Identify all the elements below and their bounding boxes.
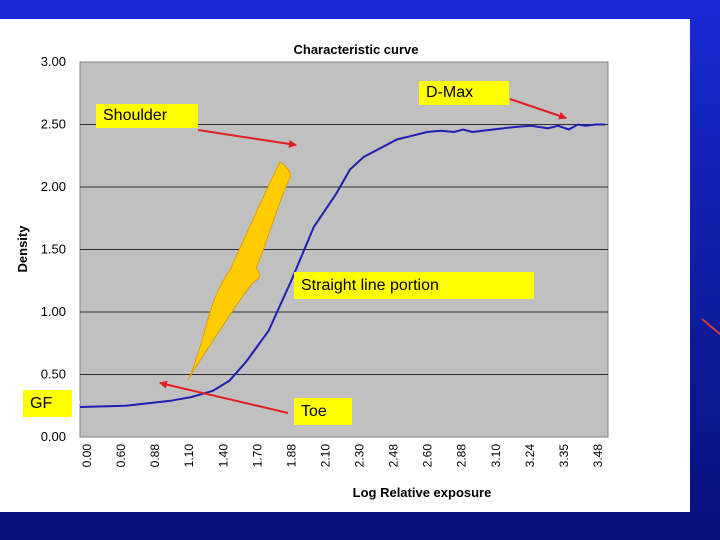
annotation-dmax: D-Max [419,81,509,105]
x-tick-label: 0.00 [80,444,94,468]
x-tick-label: 1.88 [284,444,298,468]
x-tick-label: 2.88 [455,444,469,468]
chart-title: Characteristic curve [293,42,418,57]
y-tick-label: 2.00 [41,179,66,194]
series-line [79,123,605,408]
y-tick-label: 0.50 [41,367,66,382]
x-tick-label: 2.30 [353,444,367,468]
x-tick-label: 2.10 [318,444,332,468]
toe-arrow [159,380,289,414]
shoulder-arrow [197,129,297,148]
annotation-gf: GF [23,390,72,417]
y-tick-label: 0.00 [41,429,66,444]
x-tick-label: 1.40 [216,444,230,468]
y-tick-labels: 0.00 0.50 1.00 1.50 2.00 2.50 3.00 [41,54,66,444]
dmax-arrow [509,98,567,120]
x-tick-label: 3.48 [591,444,605,468]
straight-line-brace [187,161,291,381]
y-tick-label: 2.50 [41,117,66,132]
x-tick-label: 3.35 [557,444,571,468]
x-tick-label: 2.48 [387,444,401,468]
annotation-shoulder: Shoulder [96,104,198,128]
x-tick-label: 1.70 [250,444,264,468]
x-tick-label: 2.60 [421,444,435,468]
x-tick-labels: 0.00 0.60 0.88 1.10 1.40 1.70 1.88 2.10 2.30 2.48… [80,444,605,468]
y-tick-label: 1.00 [41,304,66,319]
x-tick-label: 0.88 [148,444,162,468]
y-axis-label: Density [15,225,30,273]
x-axis-label: Log Relative exposure [353,485,492,500]
y-tick-label: 3.00 [41,54,66,69]
x-tick-label: 0.60 [114,444,128,468]
y-tick-label: 1.50 [41,242,66,257]
annotation-straight-line-portion: Straight line portion [294,272,534,299]
x-tick-label: 3.10 [489,444,503,468]
x-tick-label: 3.24 [523,444,537,468]
x-tick-label: 1.10 [182,444,196,468]
annotation-toe: Toe [294,398,352,425]
